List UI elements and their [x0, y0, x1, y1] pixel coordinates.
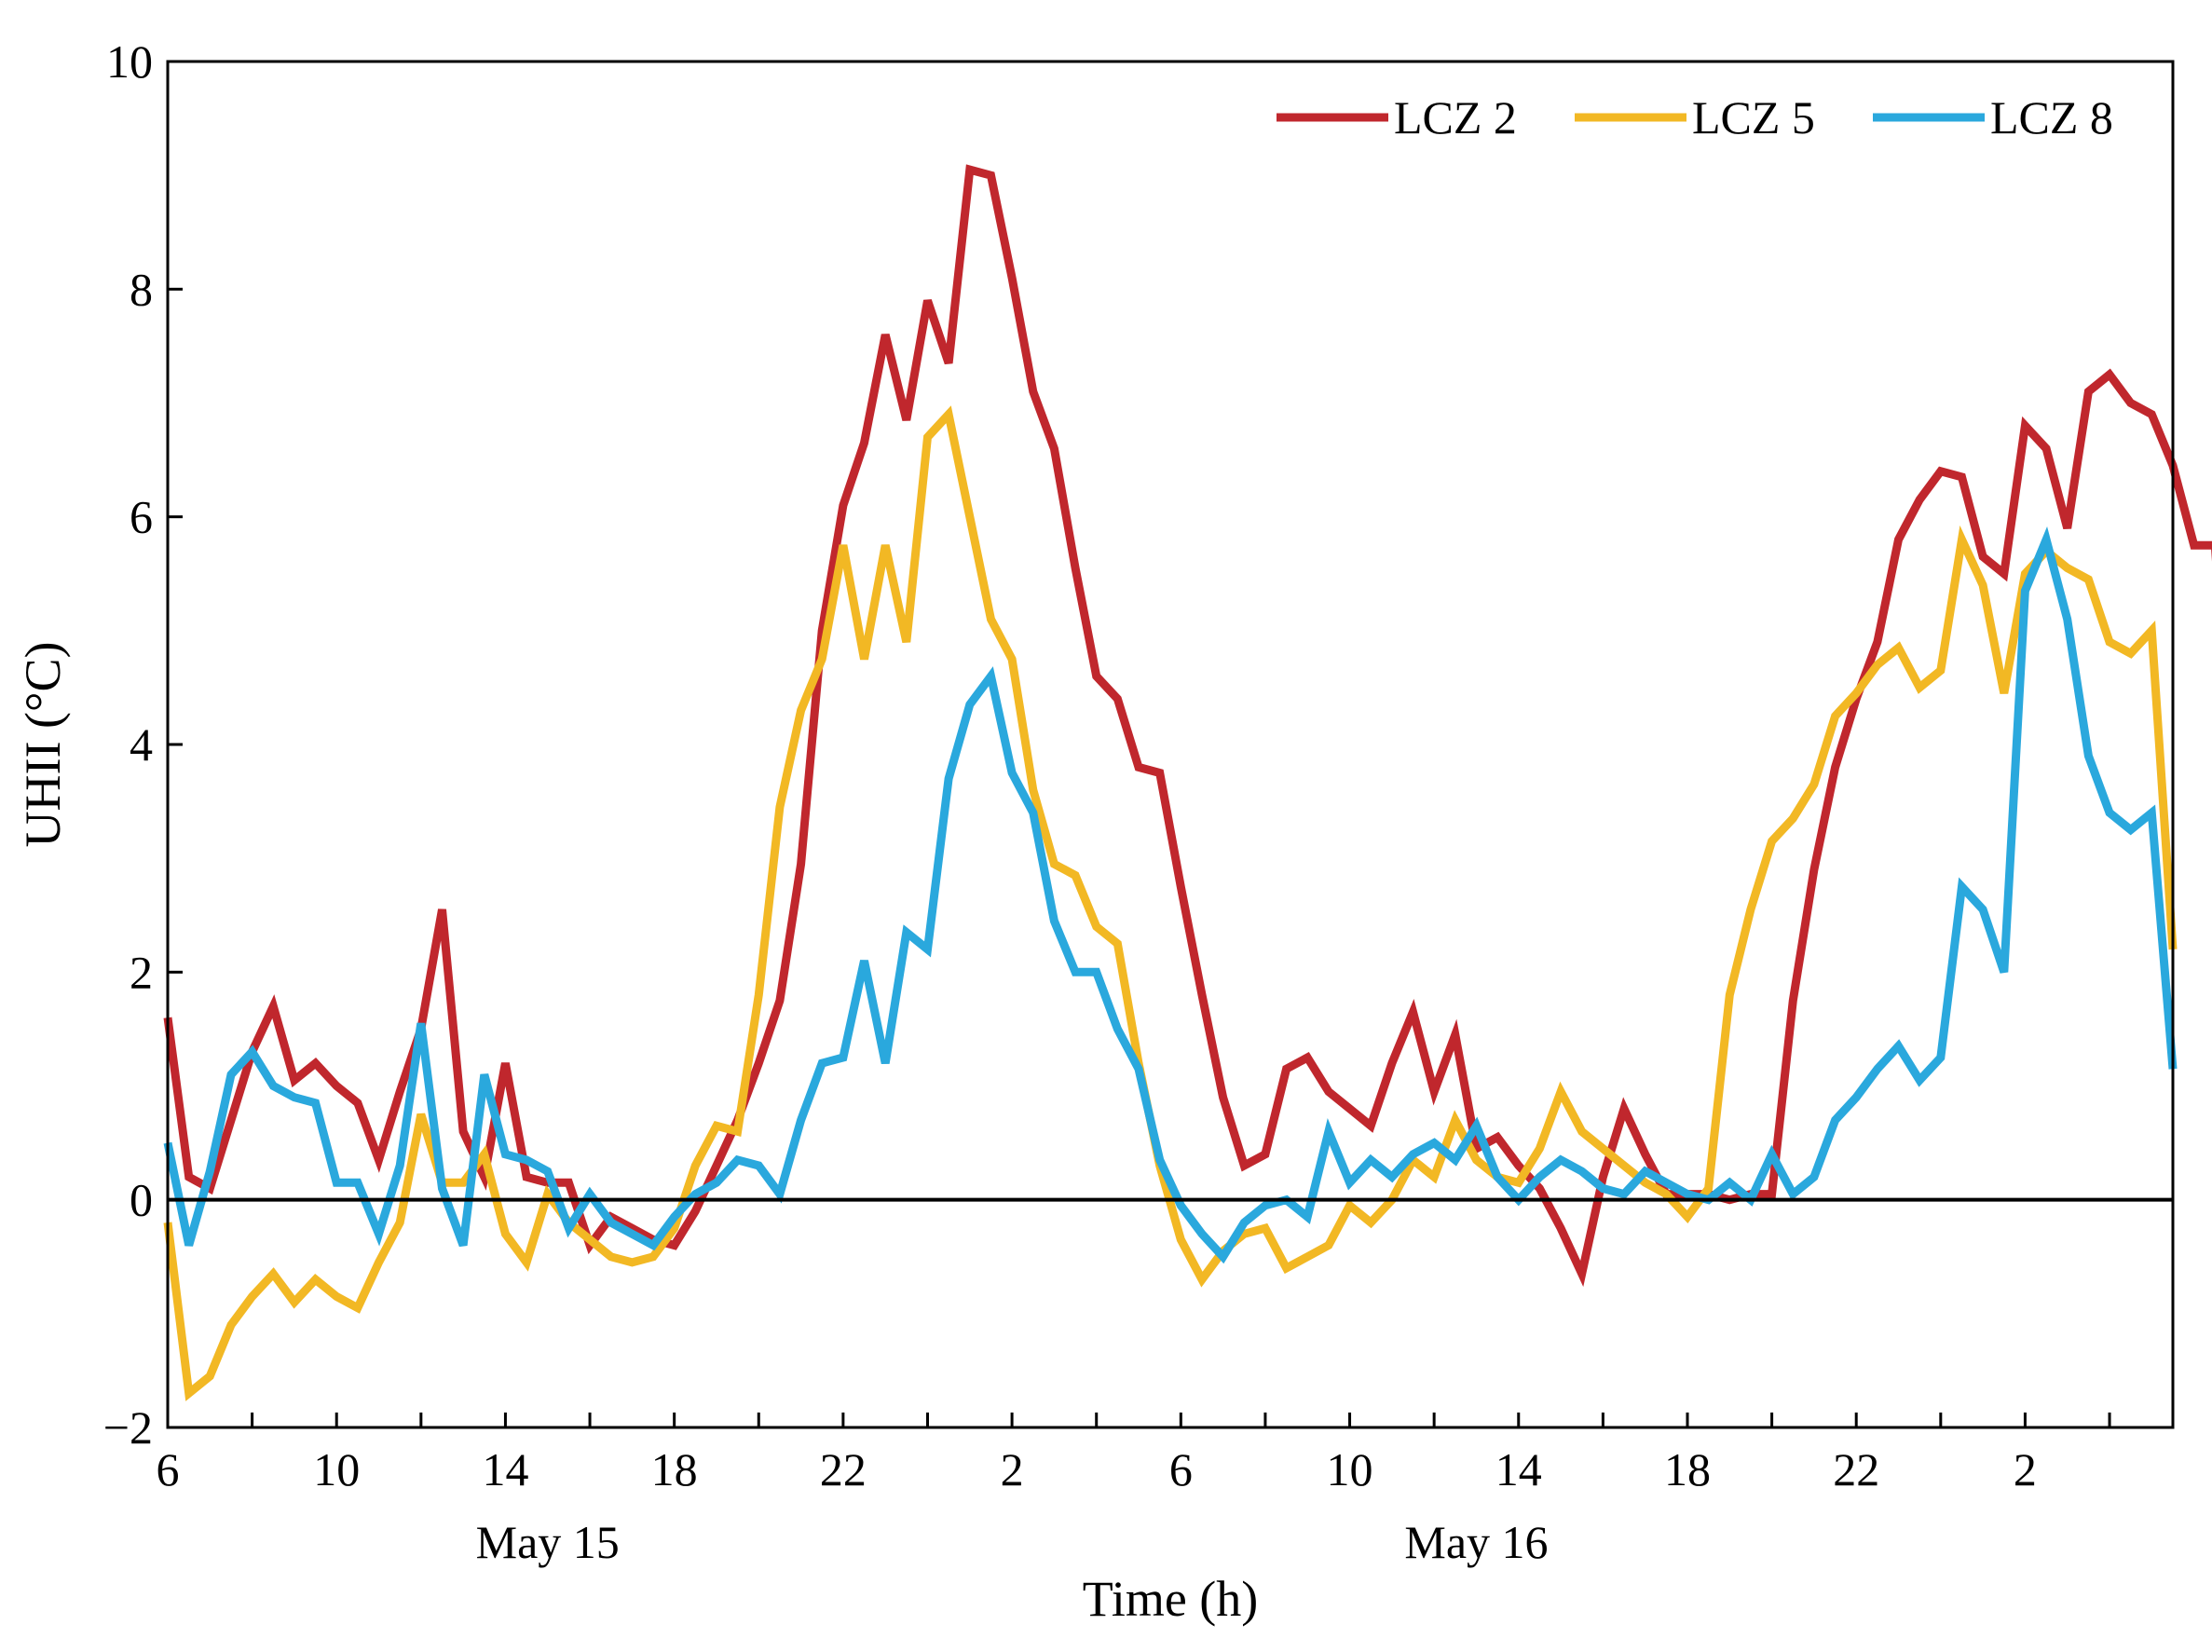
x-tick-label: 10 — [1327, 1443, 1373, 1495]
date-label: May 15 — [476, 1516, 620, 1568]
series-lines — [163, 164, 2212, 1401]
x-tick-label: 6 — [157, 1443, 180, 1495]
y-tick-label: 2 — [130, 946, 153, 998]
legend-label: LCZ 8 — [1990, 91, 2113, 143]
x-tick-label: 18 — [1664, 1443, 1711, 1495]
series-line-lcz-8 — [163, 526, 2178, 1264]
y-axis-title: UHII (°C) — [15, 641, 71, 847]
x-axis-ticks: 6 10 14 18 22 2 6 10 14 18 22 2 — [157, 1413, 2111, 1495]
x-tick-label: 22 — [1833, 1443, 1879, 1495]
series-line-lcz-2 — [163, 164, 2212, 1288]
legend: LCZ 2 LCZ 5 LCZ 8 — [1277, 91, 2113, 143]
x-axis-title: Time (h) — [1083, 1571, 1259, 1627]
x-tick-label: 18 — [651, 1443, 698, 1495]
x-tick-label: 2 — [1001, 1443, 1024, 1495]
y-axis-ticks: −2 0 2 4 6 8 10 — [103, 35, 183, 1454]
x-tick-label: 6 — [1169, 1443, 1193, 1495]
date-labels: May 15 May 16 — [476, 1516, 1549, 1568]
x-tick-label: 14 — [1495, 1443, 1542, 1495]
y-tick-label: 8 — [130, 263, 153, 315]
x-tick-label: 22 — [820, 1443, 867, 1495]
y-tick-label: 6 — [130, 491, 153, 543]
x-tick-label: 14 — [482, 1443, 528, 1495]
y-tick-label: 10 — [106, 35, 153, 88]
date-label: May 16 — [1404, 1516, 1548, 1568]
legend-label: LCZ 5 — [1692, 91, 1815, 143]
series-line-lcz-5 — [163, 405, 2178, 1401]
x-tick-label: 2 — [2014, 1443, 2037, 1495]
y-tick-label: 4 — [130, 718, 153, 771]
y-tick-label: −2 — [103, 1401, 153, 1454]
y-tick-label: 0 — [130, 1174, 153, 1226]
legend-label: LCZ 2 — [1394, 91, 1517, 143]
x-tick-label: 10 — [313, 1443, 360, 1495]
